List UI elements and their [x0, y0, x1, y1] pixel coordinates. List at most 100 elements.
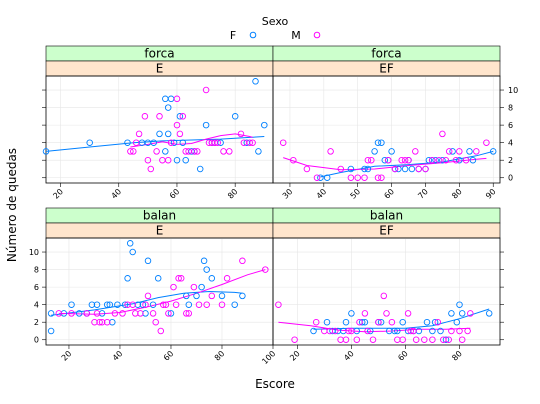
point-M — [91, 318, 98, 326]
x-tick-label: 20 — [60, 349, 74, 363]
point-M — [141, 113, 149, 120]
y-tick-label: 10 — [29, 248, 39, 257]
point-F — [144, 257, 152, 265]
point-F — [88, 301, 96, 308]
legend: Sexo F M — [230, 15, 321, 42]
y-tick-label: 10 — [508, 86, 518, 95]
point-M — [208, 292, 216, 300]
point-F — [449, 148, 456, 155]
smooth-line-F — [320, 150, 494, 178]
point-M — [147, 165, 155, 173]
strip-label-top-force-e: forca — [144, 47, 174, 61]
x-tick-label: 80 — [226, 187, 240, 201]
point-M — [356, 318, 363, 326]
point-F — [255, 148, 262, 155]
smooth-line-M — [283, 157, 487, 171]
point-F — [442, 336, 450, 343]
point-F — [323, 318, 331, 326]
strip-label-bottom-force-ef: EF — [379, 62, 394, 76]
point-F — [342, 318, 350, 326]
x-tick-label: 40 — [315, 187, 329, 201]
point-M — [129, 301, 136, 308]
point-F — [200, 257, 208, 265]
x-tick-label: 80 — [450, 187, 464, 201]
point-M — [195, 301, 203, 308]
point-F — [173, 156, 181, 164]
x-tick-label: 20 — [51, 187, 65, 201]
point-M — [111, 310, 119, 317]
legend-key-f — [249, 31, 257, 39]
point-M — [132, 139, 140, 146]
x-tick-label: 90 — [484, 187, 498, 201]
point-M — [98, 318, 106, 326]
point-M — [191, 148, 198, 155]
y-tick-label: 2 — [508, 156, 513, 165]
point-F — [358, 318, 366, 326]
point-M — [327, 148, 334, 155]
point-F — [252, 78, 259, 85]
point-F — [126, 240, 134, 247]
x-tick-label: 60 — [168, 187, 182, 201]
point-F — [231, 113, 239, 120]
point-M — [374, 174, 382, 181]
point-F — [156, 130, 163, 138]
point-F — [310, 327, 317, 335]
point-M — [375, 318, 382, 326]
point-M — [291, 336, 298, 343]
point-M — [157, 327, 165, 335]
point-F — [218, 292, 226, 300]
point-F — [425, 156, 433, 164]
point-F — [193, 292, 200, 300]
point-F — [323, 174, 331, 181]
point-F — [423, 318, 431, 326]
point-F — [456, 301, 463, 308]
point-M — [179, 113, 187, 120]
point-F — [162, 148, 169, 155]
point-F — [437, 327, 444, 335]
point-M — [156, 113, 163, 120]
point-M — [149, 310, 157, 317]
point-M — [142, 301, 149, 308]
point-F — [106, 301, 114, 308]
smooth-line-F — [51, 290, 243, 316]
point-F — [261, 121, 268, 129]
point-F — [162, 95, 169, 103]
point-M — [337, 165, 345, 173]
point-M — [313, 174, 321, 181]
point-F — [489, 148, 497, 155]
x-tick-label: 40 — [342, 349, 356, 363]
point-M — [183, 310, 190, 317]
point-M — [439, 130, 446, 138]
point-F — [60, 310, 68, 317]
strip-label-bottom-force-e: E — [156, 62, 164, 76]
point-M — [164, 156, 172, 164]
point-F — [75, 310, 83, 317]
x-axis-label: Escore — [255, 377, 295, 391]
point-M — [132, 310, 139, 317]
point-F — [469, 156, 477, 164]
point-F — [429, 327, 436, 335]
point-F — [456, 156, 463, 164]
y-tick-label: 0 — [34, 336, 39, 345]
point-M — [388, 318, 396, 326]
strip-label-bottom-balan-e: E — [156, 224, 164, 238]
point-F — [154, 275, 162, 282]
y-tick-label: 2 — [34, 318, 39, 327]
point-M — [202, 86, 210, 94]
point-M — [239, 257, 246, 265]
point-M — [237, 130, 245, 138]
point-M — [130, 148, 137, 155]
point-M — [369, 336, 377, 343]
point-M — [462, 156, 470, 164]
point-M — [303, 165, 311, 173]
point-F — [367, 327, 374, 335]
point-F — [231, 301, 238, 308]
point-M — [249, 139, 256, 146]
point-M — [410, 327, 417, 335]
point-M — [190, 283, 198, 291]
smooth-line-M — [130, 133, 253, 148]
point-M — [194, 148, 201, 155]
point-M — [442, 156, 450, 164]
